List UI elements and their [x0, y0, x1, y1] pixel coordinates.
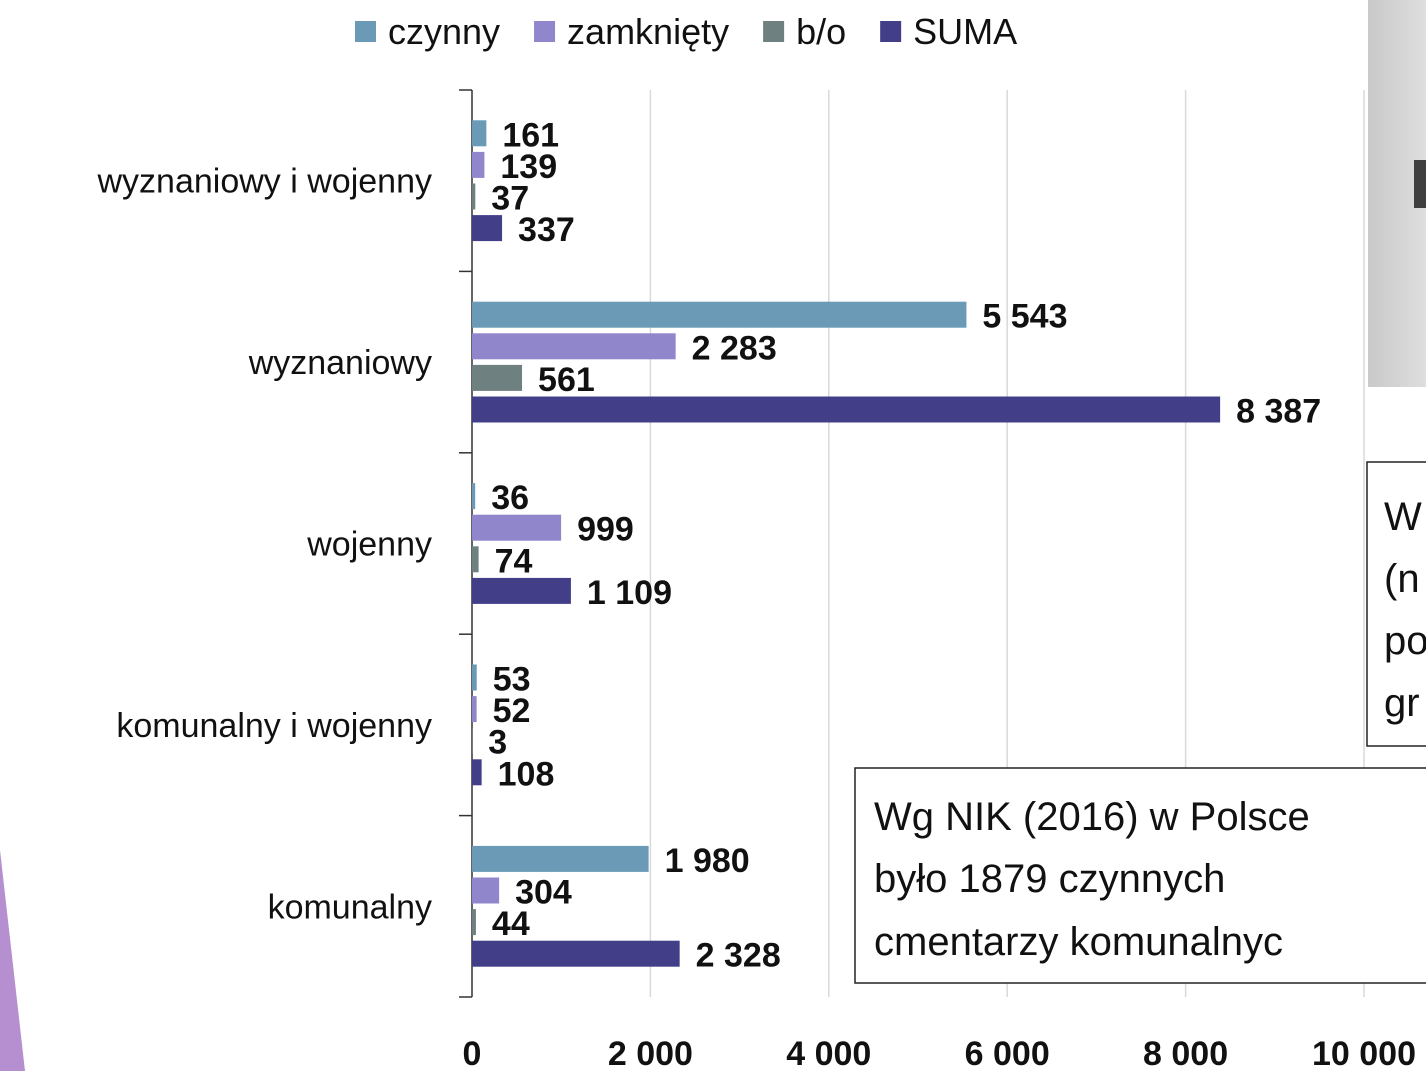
- legend-swatch: [534, 21, 555, 42]
- bar: [472, 333, 676, 359]
- legend-swatch: [355, 21, 376, 42]
- bar: [472, 759, 482, 785]
- legend-label: czynny: [388, 11, 500, 52]
- bar: [472, 483, 475, 509]
- x-tick-label: 4 000: [786, 1035, 871, 1071]
- note-line: cmentarzy komunalnyc: [874, 920, 1283, 964]
- value-label: 561: [538, 361, 595, 399]
- value-label: 337: [518, 211, 575, 249]
- note-line: po: [1384, 619, 1426, 663]
- legend-label: b/o: [796, 11, 846, 52]
- value-label: 44: [492, 905, 530, 943]
- bar: [472, 909, 476, 935]
- note-line: (n: [1384, 557, 1420, 601]
- bar: [472, 120, 486, 146]
- bar: [472, 696, 477, 722]
- value-label: 2 328: [696, 937, 781, 975]
- bar: [472, 941, 680, 967]
- decor-triangle: [0, 850, 25, 1071]
- bar: [472, 878, 499, 904]
- bar: [472, 397, 1220, 423]
- value-label: 1 980: [665, 842, 750, 880]
- legend-swatch: [763, 21, 784, 42]
- photo-detail: [1414, 160, 1426, 208]
- bar: [472, 578, 571, 604]
- nik-note: Wg NIK (2016) w Polsce było 1879 czynnyc…: [855, 768, 1426, 983]
- page: 0 2 000 4 000 6 000 8 000 10 000 wyznaniowy i …: [0, 0, 1426, 1071]
- note-line: Wg NIK (2016) w Polsce: [874, 795, 1310, 839]
- x-tick-label: 0: [463, 1035, 482, 1071]
- bar: [472, 546, 479, 572]
- y-tick-label: wyznaniowy i wojenny: [97, 163, 433, 201]
- side-note: W (n po gr: [1367, 462, 1426, 746]
- note-line: gr: [1384, 681, 1420, 725]
- note-line: W: [1384, 495, 1422, 539]
- value-label: 36: [491, 479, 529, 517]
- bar: [472, 215, 502, 241]
- value-label: 8 387: [1236, 393, 1321, 431]
- bar: [472, 515, 561, 541]
- x-tick-label: 8 000: [1143, 1035, 1228, 1071]
- legend-label: SUMA: [913, 11, 1017, 52]
- legend-swatch: [880, 21, 901, 42]
- value-label: 74: [495, 542, 533, 580]
- bar: [472, 665, 477, 691]
- bar: [472, 184, 475, 210]
- value-label: 999: [577, 511, 634, 549]
- value-label: 5 543: [982, 298, 1067, 336]
- legend-label: zamknięty: [567, 11, 729, 52]
- value-label: 1 109: [587, 574, 672, 612]
- y-tick-label: komunalny i wojenny: [116, 707, 432, 745]
- x-tick-label: 6 000: [965, 1035, 1050, 1071]
- slide: 0 2 000 4 000 6 000 8 000 10 000 wyznaniowy i …: [0, 0, 1426, 1071]
- x-tick-label: 10 000: [1312, 1035, 1416, 1071]
- bar: [472, 152, 484, 178]
- bar: [472, 302, 966, 328]
- note-line: było 1879 czynnych: [874, 857, 1225, 901]
- y-tick-label: wojenny: [306, 526, 432, 564]
- y-tick-label: wyznaniowy: [248, 344, 432, 382]
- value-label: 2 283: [692, 329, 777, 367]
- y-tick-label: komunalny: [268, 888, 432, 926]
- value-label: 108: [498, 755, 555, 793]
- bar: [472, 365, 522, 391]
- bar: [472, 846, 649, 872]
- x-tick-label: 2 000: [608, 1035, 693, 1071]
